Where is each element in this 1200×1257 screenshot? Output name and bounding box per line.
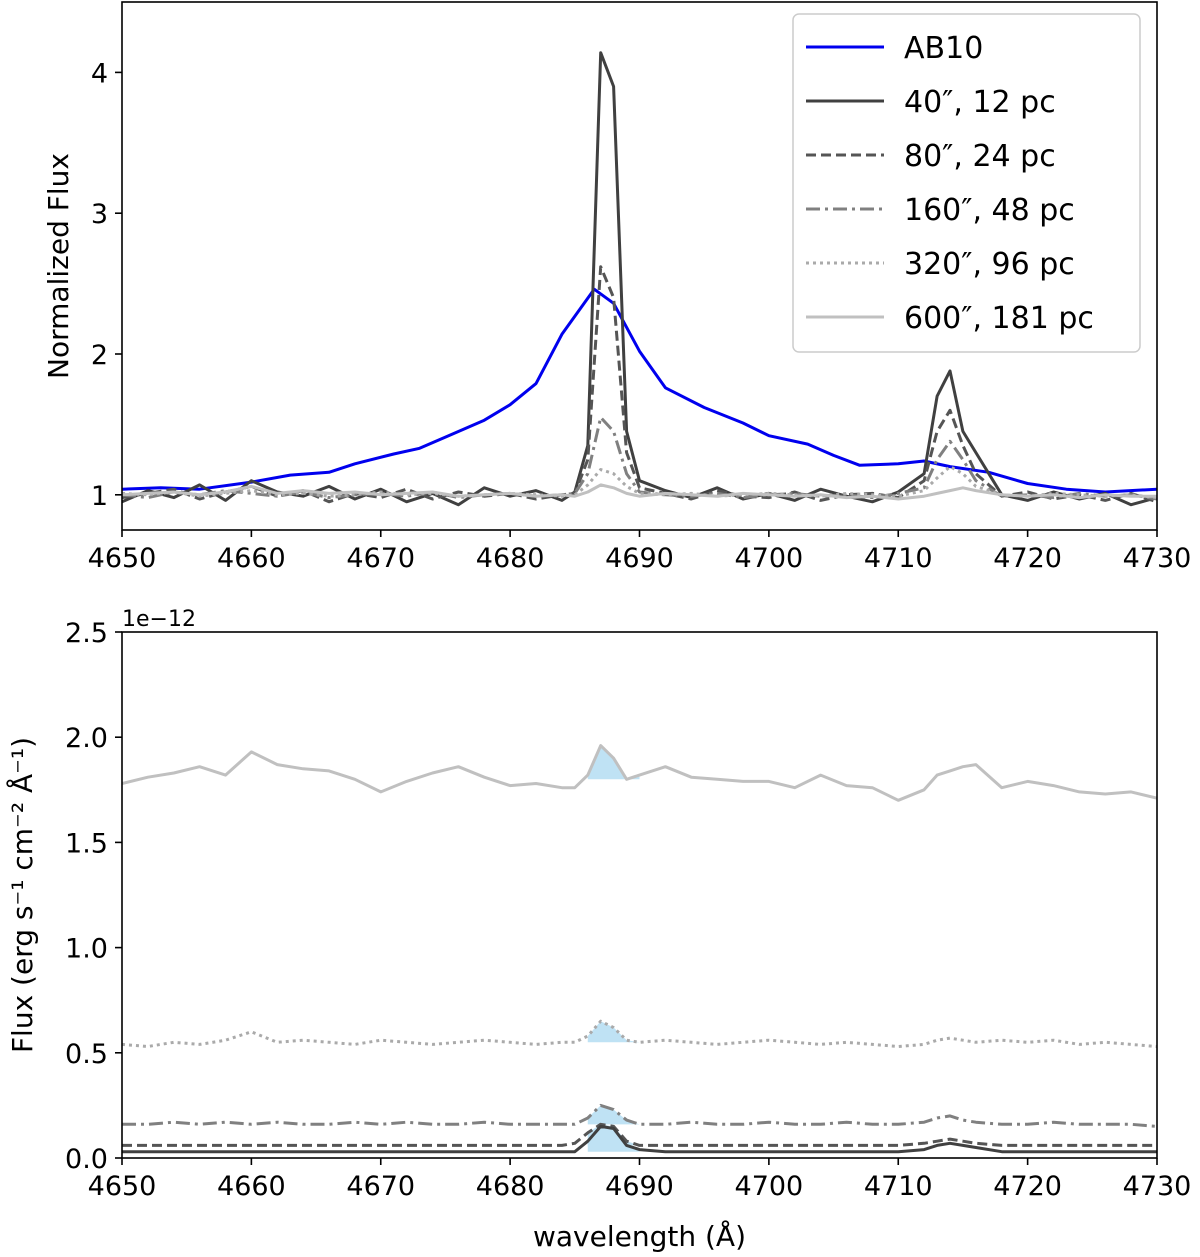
series-line xyxy=(122,1019,1157,1048)
y-tick-label: 2 xyxy=(91,340,108,371)
line-flux-fill xyxy=(587,1105,640,1125)
legend-label: 40″, 12 pc xyxy=(904,85,1056,120)
x-tick-label: 4660 xyxy=(217,543,286,574)
x-tick-label: 4710 xyxy=(864,1171,933,1202)
x-tick-label: 4720 xyxy=(993,1171,1062,1202)
x-tick-label: 4680 xyxy=(476,543,545,574)
x-tick-label: 4690 xyxy=(605,543,674,574)
x-tick-label: 4650 xyxy=(88,543,157,574)
series-line xyxy=(122,744,1157,802)
x-tick-label: 4650 xyxy=(88,1171,157,1202)
x-tick-label: 4680 xyxy=(476,1171,545,1202)
legend-label: 600″, 181 pc xyxy=(904,301,1094,336)
line-flux-fill xyxy=(587,1021,640,1043)
series-line xyxy=(122,1103,1157,1128)
y-axis-label: Normalized Flux xyxy=(42,153,75,379)
y-tick-label: 3 xyxy=(91,199,108,230)
y-tick-label: 1 xyxy=(91,481,108,512)
x-tick-label: 4690 xyxy=(605,1171,674,1202)
x-tick-label: 4710 xyxy=(864,543,933,574)
y-axis-label: Flux (erg s⁻¹ cm⁻² Å⁻¹) xyxy=(5,737,39,1053)
legend-label: AB10 xyxy=(904,31,983,66)
y-tick-label: 0.0 xyxy=(65,1144,108,1175)
axes-frame xyxy=(121,631,1158,1159)
y-tick-label: 1.5 xyxy=(65,828,108,859)
line-flux-fill xyxy=(587,745,640,780)
x-tick-label: 4660 xyxy=(217,1171,286,1202)
normalized-flux-panel: 4650 4660 4670 4680 4690 4700 4710 4720 4730 1 2 3 4… xyxy=(42,1,1192,574)
legend-label: 160″, 48 pc xyxy=(904,193,1075,228)
series-line xyxy=(122,483,1157,501)
plot-area xyxy=(122,51,1157,507)
x-tick-label: 4670 xyxy=(346,543,415,574)
x-tick-label: 4730 xyxy=(1123,1171,1192,1202)
x-tick-label: 4730 xyxy=(1123,543,1192,574)
legend-label: 80″, 24 pc xyxy=(904,139,1056,174)
plot-area xyxy=(122,744,1157,1154)
x-axis-label: wavelength (Å) xyxy=(533,1219,746,1253)
series-line xyxy=(122,1122,1157,1147)
series-line xyxy=(122,1124,1157,1154)
y-offset-text: 1e−12 xyxy=(122,607,196,632)
series-line xyxy=(122,415,1157,501)
series-line xyxy=(122,287,1157,494)
y-tick-label: 1.0 xyxy=(65,934,108,965)
x-tick-label: 4700 xyxy=(735,543,804,574)
legend-label: 320″, 96 pc xyxy=(904,247,1075,282)
series-line xyxy=(122,465,1157,500)
y-tick-label: 2.0 xyxy=(65,723,108,754)
x-tick-label: 4720 xyxy=(993,543,1062,574)
legend: AB10 40″, 12 pc 80″, 24 pc 160″, 48 pc 320″,… xyxy=(792,13,1141,353)
absolute-flux-panel: 4650 4660 4670 4680 4690 4700 4710 4720 4730 0.0 0… xyxy=(5,607,1191,1253)
y-tick-label: 0.5 xyxy=(65,1039,108,1070)
y-tick-label: 4 xyxy=(91,58,108,89)
x-tick-label: 4670 xyxy=(346,1171,415,1202)
legend-box xyxy=(792,13,1141,353)
y-tick-label: 2.5 xyxy=(65,618,108,649)
x-tick-label: 4700 xyxy=(735,1171,804,1202)
